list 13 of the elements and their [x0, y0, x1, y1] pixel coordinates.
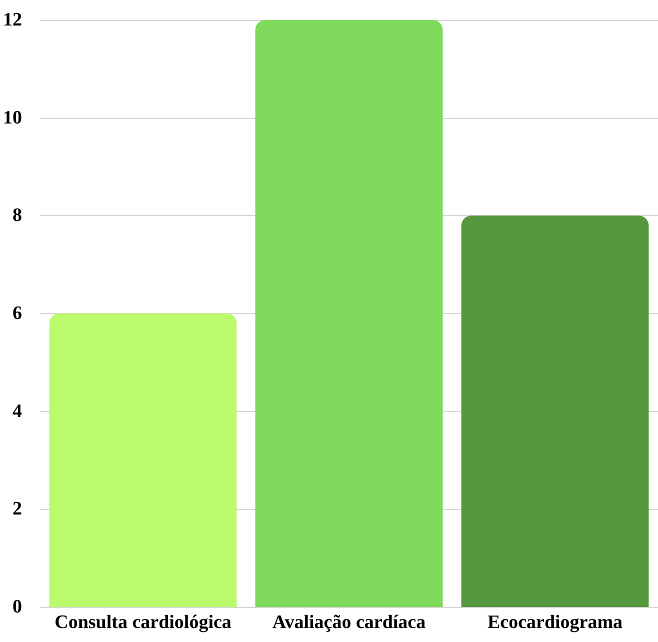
y-tick-label: 10 [3, 107, 22, 128]
y-tick-label: 6 [12, 303, 22, 324]
y-tick-label: 8 [12, 205, 22, 226]
x-tick-label: Avaliação cardíaca [272, 612, 426, 633]
y-tick-label: 4 [12, 400, 22, 422]
y-tick-label: 2 [12, 498, 22, 520]
x-tick-label: Ecocardiograma [487, 612, 624, 633]
bar [49, 314, 237, 607]
x-tick-label: Consulta cardiológica [54, 612, 232, 633]
y-tick-label: 0 [12, 596, 22, 618]
y-tick-label: 12 [3, 10, 22, 30]
bar [255, 20, 443, 607]
bar [461, 216, 649, 607]
